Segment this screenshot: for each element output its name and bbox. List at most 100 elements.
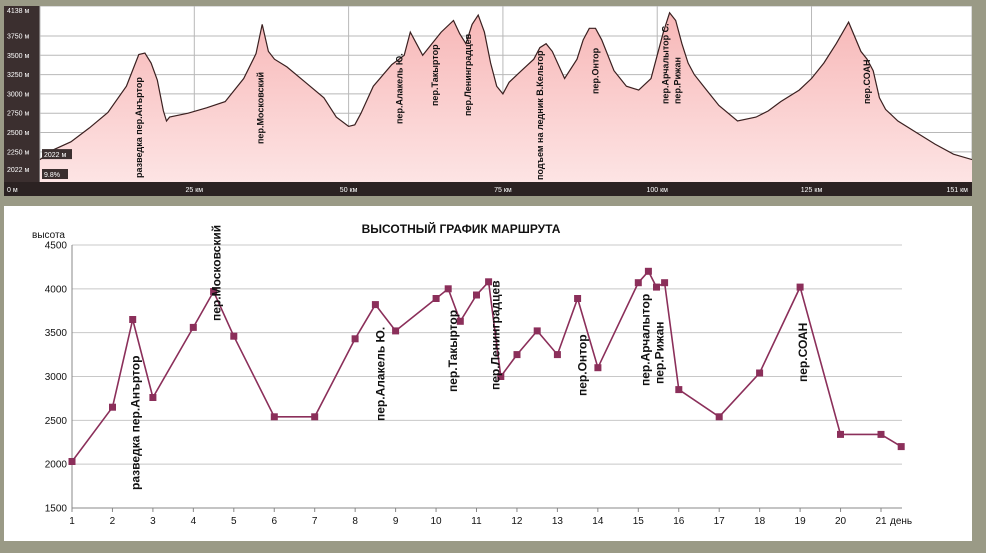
data-point-marker (456, 317, 464, 325)
data-point-marker (661, 279, 669, 287)
x-tick-label: 125 км (801, 187, 823, 194)
data-point-marker (210, 288, 218, 295)
x-tick-label: 151 км (947, 187, 969, 194)
data-point-marker (877, 430, 885, 438)
peak-annotation: пер.Алакель Ю. (394, 53, 404, 124)
y-tick-label: 3000 (45, 372, 68, 383)
elevation-line (39, 11, 973, 161)
data-point-marker (444, 285, 452, 293)
data-point-marker (109, 403, 116, 411)
x-tick-label: 19 (795, 516, 807, 527)
x-tick-label: 25 км (185, 187, 203, 194)
pass-annotation: пер.Рижан (653, 321, 667, 384)
pass-annotation: разведка пер.Анъртор (129, 356, 143, 490)
y-tick-label: 3500 (45, 328, 68, 339)
data-point-marker (392, 327, 400, 335)
elevation-profile-chart: 2022 м 2250 м 2500 м 2750 м 3000 м 3250 м 3500… (4, 5, 973, 196)
x-tick-label: 50 км (340, 187, 358, 194)
x-tick-label: 14 (592, 516, 604, 527)
data-point-marker (432, 295, 440, 302)
y-tick-label: 4138 м (7, 8, 30, 15)
pass-annotation: пер.Московский (210, 225, 224, 321)
y-tick-label: 4500 (45, 241, 68, 252)
data-point-marker (68, 458, 76, 465)
data-point-marker (129, 316, 137, 323)
x-tick-label: 10 (430, 516, 442, 527)
x-tick-label: 13 (552, 516, 564, 527)
pass-annotation: пер.СОАН (796, 323, 810, 382)
peak-annotation: пер.Рижан (673, 57, 683, 104)
pass-annotation: пер.Алакель Ю. (373, 327, 387, 421)
data-point-marker (230, 332, 238, 340)
x-tick-label: 3 (150, 516, 156, 527)
route-altitude-chart: ВЫСОТНЫЙ ГРАФИК МАРШРУТА высота день 1500 20… (32, 221, 912, 527)
data-point-marker (371, 301, 379, 309)
elevation-area (40, 12, 972, 182)
y-tick-label: 2500 (45, 416, 68, 427)
pass-annotation: пер.Ленинградцев (489, 280, 503, 390)
y-axis-label: высота (32, 230, 65, 241)
elevation-profile-panel: 2022 м 2250 м 2500 м 2750 м 3000 м 3250 м 3500… (4, 5, 973, 196)
grade-readout-box (42, 169, 68, 179)
peak-annotation: разведка пер.Анъртор (134, 77, 144, 178)
peak-annotation: пер.Ленинградцев (463, 33, 473, 116)
y-tick-label: 2000 (45, 460, 68, 471)
x-tick-label: 0 м (7, 187, 18, 194)
data-point-marker (553, 351, 561, 359)
data-point-marker (533, 327, 541, 335)
data-point-marker (796, 283, 804, 291)
data-point-marker (644, 267, 652, 275)
data-point-marker (311, 413, 319, 421)
y-axis-strip (4, 6, 40, 196)
x-tick-label: 12 (511, 516, 523, 527)
peak-annotation: пер.Онтор (591, 47, 601, 94)
data-point-marker (715, 413, 723, 421)
data-point-marker (634, 279, 642, 287)
data-point-marker (594, 364, 602, 372)
data-point-marker (485, 278, 493, 286)
pass-annotation: пер.Арчалытор (638, 294, 652, 386)
data-point-marker (497, 373, 505, 380)
pass-annotation: пер.Онтор (576, 334, 590, 396)
data-point-marker (149, 394, 157, 401)
elevation-readout-box (42, 149, 72, 160)
data-point-marker (756, 369, 764, 377)
x-tick-label: 20 (835, 516, 847, 527)
x-tick-label: 11 (471, 516, 482, 527)
y-tick-label: 4000 (45, 284, 68, 295)
x-tick-label: 15 (633, 516, 645, 527)
pass-annotation: пер.Такыртор (446, 310, 460, 392)
x-tick-label: 21 (875, 516, 887, 527)
y-tick-label: 1500 (45, 504, 68, 515)
x-axis-label: день (890, 516, 912, 527)
x-tick-label: 2 (110, 516, 116, 527)
data-point-marker (513, 351, 521, 359)
x-tick-label: 1 (69, 516, 75, 527)
peak-annotation: пер.Арчалытор С. (660, 23, 670, 104)
peak-annotation: пер.Такыртор (430, 44, 440, 106)
altitude-series-line (71, 269, 902, 462)
grade-readout: 9.8% (44, 172, 60, 179)
peak-annotation: пер.Московский (255, 72, 265, 144)
x-tick-label: 7 (312, 516, 318, 527)
y-tick-label: 2022 м (7, 167, 30, 174)
data-point-marker (837, 430, 844, 438)
x-tick-label: 6 (271, 516, 277, 527)
data-point-marker (675, 386, 683, 394)
x-tick-label: 5 (231, 516, 237, 527)
chart-title: ВЫСОТНЫЙ ГРАФИК МАРШРУТА (362, 221, 561, 236)
x-tick-label: 9 (393, 516, 399, 527)
x-axis-strip (4, 182, 972, 196)
data-point-marker (574, 295, 582, 302)
peak-annotation: подъем на ледник В.Кельтор (535, 50, 545, 180)
y-tick-label: 2750 м (7, 111, 30, 118)
x-tick-label: 8 (352, 516, 358, 527)
data-point-marker (189, 323, 197, 331)
data-point-marker (653, 283, 660, 291)
data-point-marker (473, 291, 480, 299)
x-tick-label: 18 (754, 516, 766, 527)
y-tick-label: 3000 м (7, 91, 30, 98)
elevation-readout: 2022 м (44, 152, 67, 159)
data-point-marker (897, 443, 905, 451)
route-altitude-panel: ВЫСОТНЫЙ ГРАФИК МАРШРУТА высота день 1500 20… (4, 206, 972, 541)
